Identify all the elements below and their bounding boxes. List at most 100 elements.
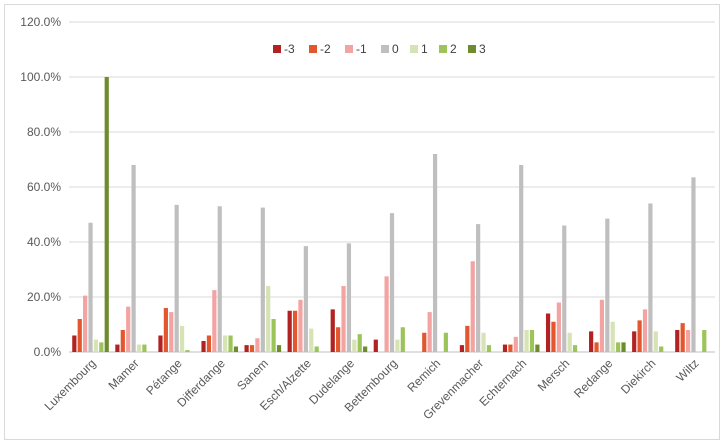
bar (158, 335, 163, 352)
bar (642, 309, 648, 352)
bar (233, 346, 239, 352)
bar (621, 342, 626, 352)
bar (637, 320, 642, 352)
legend-swatch (345, 45, 353, 53)
bar (346, 243, 352, 352)
x-tick-label: Pétange (143, 356, 185, 398)
bar (685, 330, 691, 352)
legend-swatch (381, 45, 389, 53)
bar (276, 345, 282, 352)
legend-label: -3 (284, 42, 295, 56)
bar (185, 350, 190, 352)
legend-label: 2 (450, 42, 457, 56)
bar (93, 339, 99, 352)
bar (330, 309, 335, 352)
bar (174, 204, 179, 352)
bar (266, 286, 271, 352)
bar (422, 332, 427, 352)
bar (648, 203, 653, 352)
legend-swatch (468, 45, 476, 53)
x-tick-label: Mersch (535, 356, 573, 394)
bar (427, 312, 432, 352)
bar (169, 312, 174, 352)
bar (680, 323, 685, 352)
bar (616, 342, 621, 352)
bar-chart: 0.0% 20.0% 40.0% 60.0% 80.0% 100.0% 120.0% Lux… (20, 15, 715, 422)
bar (702, 330, 707, 352)
y-tick-label: 120.0% (20, 15, 61, 29)
bar (163, 308, 168, 352)
bar (314, 346, 319, 352)
bar (104, 77, 109, 352)
bar (336, 327, 341, 352)
bar (126, 306, 131, 352)
bar (255, 338, 260, 352)
bar (244, 345, 249, 352)
bar (142, 344, 147, 352)
legend-swatch (273, 45, 281, 53)
bar (206, 335, 212, 352)
bar (551, 321, 556, 352)
x-tick-label: Sanem (234, 356, 271, 393)
bar (659, 346, 664, 352)
legend-item: 2 (439, 42, 457, 56)
bar (572, 345, 578, 352)
bar (502, 344, 508, 352)
legend-item: 3 (468, 42, 486, 56)
bar (228, 335, 233, 352)
legend-item: -1 (345, 42, 367, 56)
bar (260, 207, 265, 352)
bar (691, 177, 696, 352)
y-tick-label: 40.0% (27, 235, 61, 249)
legend-item: -3 (273, 42, 295, 56)
legend-label: 0 (392, 42, 399, 56)
bar (459, 345, 465, 352)
bar (363, 346, 368, 352)
bar (519, 165, 524, 352)
bar (653, 331, 658, 352)
bar (99, 342, 104, 352)
bar (562, 225, 567, 352)
y-tick-label: 100.0% (20, 70, 61, 84)
y-tick-label: 0.0% (34, 345, 62, 359)
bar (508, 344, 513, 352)
x-tick-label: Mamer (105, 356, 141, 392)
bar (357, 334, 362, 352)
bar (179, 325, 185, 352)
y-tick-label: 80.0% (27, 125, 61, 139)
bar (675, 330, 680, 352)
bar (341, 286, 346, 352)
x-tick-label: Diekirch (618, 356, 659, 397)
bar (567, 332, 572, 352)
bar (352, 339, 357, 352)
bar (212, 290, 217, 352)
bar (400, 327, 405, 352)
bar (309, 328, 314, 352)
bar (486, 345, 492, 352)
bar (535, 344, 540, 352)
legend: -3 -2 -1 0 1 2 3 (273, 42, 486, 56)
bar (271, 319, 276, 352)
bar (545, 313, 551, 352)
bar (292, 310, 298, 352)
x-tick-label: Luxembourg (42, 356, 99, 413)
bar (303, 246, 308, 352)
bar (217, 206, 222, 352)
bar (632, 331, 637, 352)
x-tick-label: Echternach (476, 356, 529, 409)
bar (389, 213, 395, 352)
bar (77, 319, 82, 352)
y-tick-label: 20.0% (27, 290, 61, 304)
bar (481, 332, 486, 352)
bars (72, 77, 707, 352)
x-tick-label: Redange (571, 356, 616, 401)
bar (115, 344, 120, 352)
bar (373, 339, 378, 352)
bar (610, 321, 615, 352)
legend-swatch (439, 45, 447, 53)
bar (384, 276, 389, 352)
bar (465, 325, 470, 352)
legend-item: 1 (410, 42, 428, 56)
bar (594, 342, 599, 352)
